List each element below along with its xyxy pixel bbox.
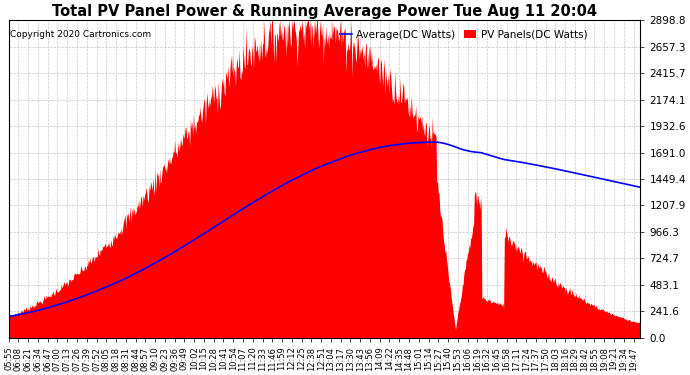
Title: Total PV Panel Power & Running Average Power Tue Aug 11 20:04: Total PV Panel Power & Running Average P…: [52, 4, 597, 19]
Text: Copyright 2020 Cartronics.com: Copyright 2020 Cartronics.com: [10, 30, 151, 39]
Legend: Average(DC Watts), PV Panels(DC Watts): Average(DC Watts), PV Panels(DC Watts): [335, 26, 591, 44]
